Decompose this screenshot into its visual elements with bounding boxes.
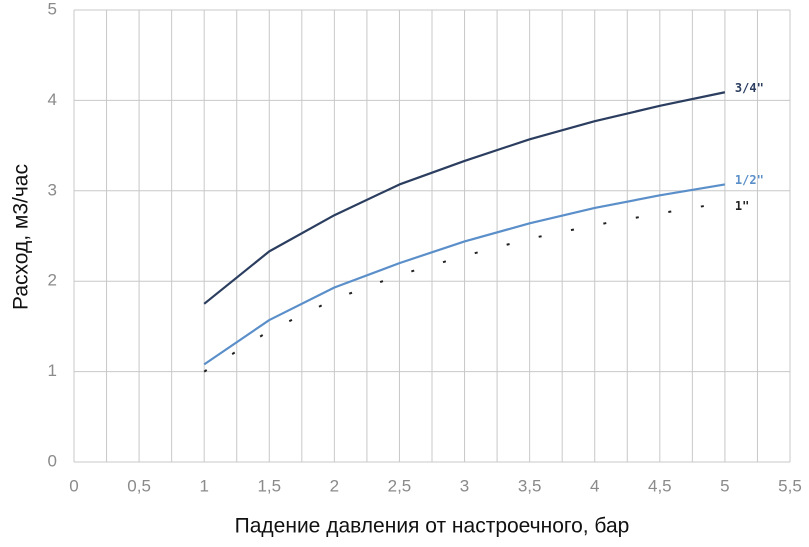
series-line bbox=[203, 183, 726, 366]
y-tick-label: 4 bbox=[48, 90, 57, 109]
x-tick-label: 0,5 bbox=[127, 476, 151, 495]
y-tick-label: 5 bbox=[48, 0, 57, 18]
series-label: 1/2" bbox=[735, 173, 764, 187]
x-tick-label: 3,5 bbox=[518, 476, 542, 495]
x-tick-label: 3 bbox=[460, 476, 469, 495]
x-tick-label: 5 bbox=[720, 476, 729, 495]
x-tick-label: 4,5 bbox=[648, 476, 672, 495]
x-tick-label: 4 bbox=[590, 476, 599, 495]
x-axis-title: Падение давления от настроечного, бар bbox=[235, 515, 630, 538]
y-tick-label: 1 bbox=[48, 361, 57, 380]
y-tick-label: 0 bbox=[48, 451, 57, 470]
series-label: 3/4" bbox=[735, 81, 764, 95]
y-tick-label: 3 bbox=[48, 180, 57, 199]
x-tick-label: 5,5 bbox=[778, 476, 802, 495]
x-tick-label: 0 bbox=[69, 476, 78, 495]
series-line bbox=[203, 201, 726, 373]
x-tick-label: 1,5 bbox=[257, 476, 281, 495]
x-tick-label: 2,5 bbox=[388, 476, 412, 495]
y-tick-label: 2 bbox=[48, 271, 57, 290]
x-tick-label: 1 bbox=[199, 476, 208, 495]
x-tick-label: 2 bbox=[330, 476, 339, 495]
series-line bbox=[203, 91, 726, 305]
series-label: 1" bbox=[735, 199, 749, 213]
y-axis-title: Расход, м3/час bbox=[10, 164, 33, 310]
